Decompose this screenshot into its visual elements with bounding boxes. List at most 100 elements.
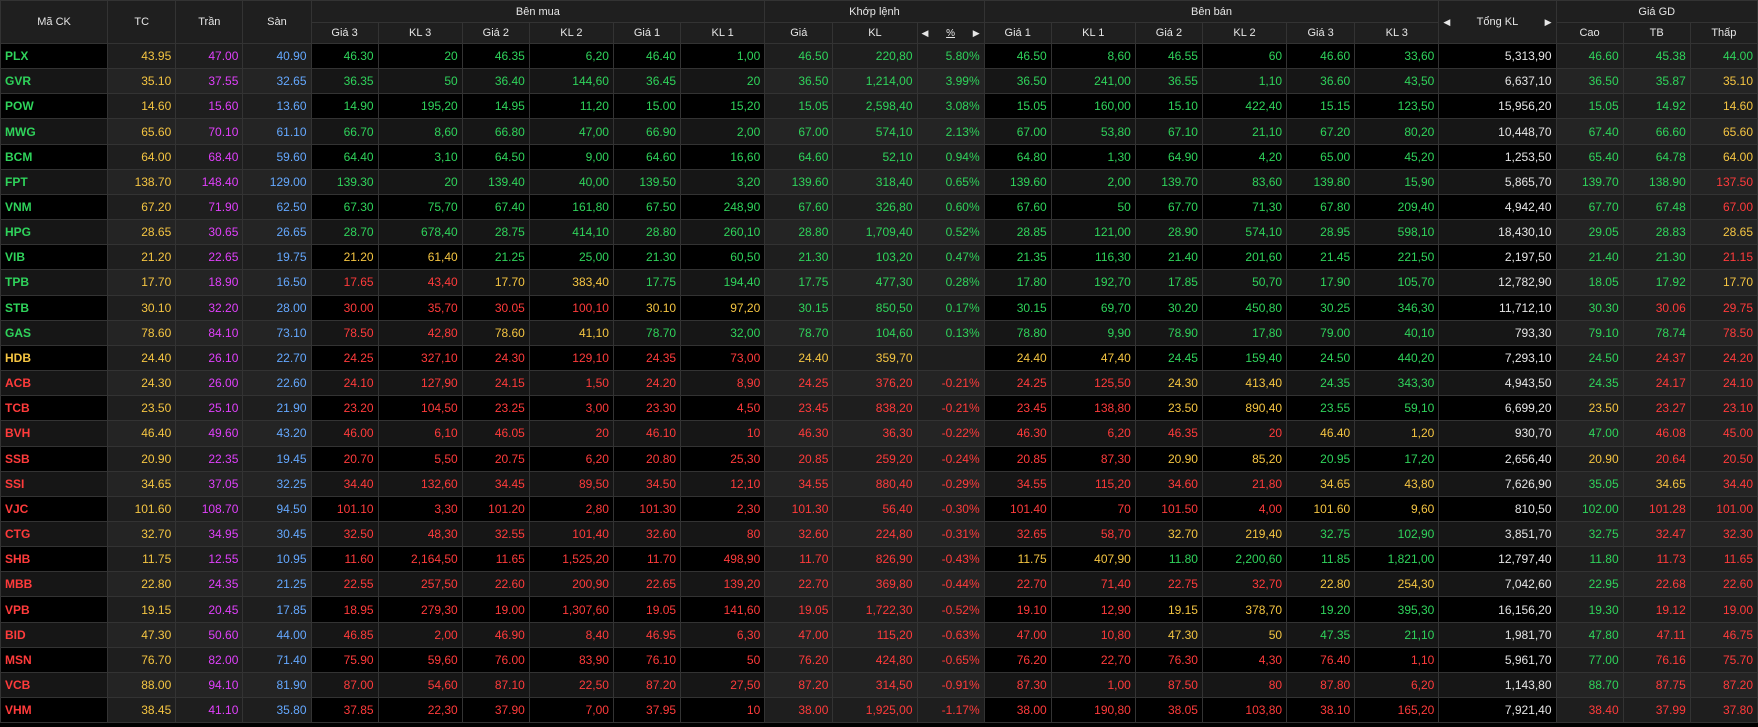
total-vol-cell: 4,942,40 [1438,193,1557,221]
col-sell-2[interactable]: Giá 2 [1134,22,1203,44]
col-ref[interactable]: TC [107,0,177,44]
buy-price-3-cell: 36.35 [310,68,379,95]
symbol-cell[interactable]: PLX [0,42,109,70]
symbol-cell[interactable]: VPB [0,596,109,623]
symbol-cell[interactable]: POW [0,93,109,120]
table-row[interactable]: BCM 64.00 68.40 59.60 64.40 3,10 64.50 9,00 64.6… [0,143,1758,170]
col-buy-3[interactable]: KL 2 [528,22,614,44]
table-row[interactable]: MSN 76.70 82.00 71.40 75.90 59,60 76.00 83,90 76… [0,646,1758,673]
symbol-cell[interactable]: VIB [0,244,109,271]
symbol-cell[interactable]: MWG [0,118,109,145]
high-price-cell: 24.35 [1555,370,1624,397]
col-sell-3[interactable]: KL 2 [1201,22,1288,44]
symbol-cell[interactable]: GAS [0,319,109,346]
table-row[interactable]: PLX 43.95 47.00 40.90 46.30 20 46.35 6,20 46.40 1… [0,42,1758,70]
buy-price-1-cell: 46.10 [612,420,682,447]
table-row[interactable]: ACB 24.30 26.00 22.60 24.10 127,90 24.15 1,50 24… [0,370,1758,397]
group-match: Khớp lệnh [764,0,985,23]
sort-icon[interactable]: % [946,27,956,39]
table-row[interactable]: GVR 35.10 37.55 32.65 36.35 50 36.40 144,60 36.4… [0,68,1758,95]
table-row[interactable]: TCB 23.50 25.10 21.90 23.20 104,50 23.25 3,00 23… [0,395,1758,422]
symbol-cell[interactable]: ACB [0,370,109,397]
avg-price-cell: 24.17 [1622,370,1691,397]
symbol-cell[interactable]: VHM [0,697,109,724]
col-sell-0[interactable]: Giá 1 [983,22,1052,44]
symbol-cell[interactable]: SSI [0,470,109,497]
col-total[interactable]: ◀ Tổng KL ▶ [1438,0,1557,44]
symbol-cell[interactable]: HDB [0,344,109,372]
sell-vol-1-cell: 50 [1050,193,1136,221]
buy-vol-1-cell: 2,30 [680,495,766,522]
ref-price-cell: 24.30 [107,370,177,397]
table-row[interactable]: VJC 101.60 108.70 94.50 101.10 3,30 101.20 2,80… [0,495,1758,522]
buy-price-2-cell: 67.40 [461,193,530,221]
col-sell-4[interactable]: Giá 3 [1286,22,1356,44]
col-buy-4[interactable]: Giá 1 [612,22,682,44]
table-row[interactable]: VPB 19.15 20.45 17.85 18.95 279,30 19.00 1,307,… [0,596,1758,623]
col-buy-0[interactable]: Giá 3 [310,22,379,44]
chevron-left-icon[interactable]: ◀ [1443,16,1451,27]
symbol-cell[interactable]: VJC [0,495,109,522]
col-symbol[interactable]: Mã CK [0,0,109,44]
table-row[interactable]: VHM 38.45 41.10 35.80 37.85 22,30 37.90 7,00 37.… [0,697,1758,724]
col-sell-5[interactable]: KL 3 [1354,22,1440,44]
table-row[interactable]: CTG 32.70 34.95 30.45 32.50 48,30 32.55 101,40 3… [0,520,1758,548]
col-floor[interactable]: Sàn [242,0,312,44]
symbol-cell[interactable]: CTG [0,520,109,548]
col-buy-5[interactable]: KL 1 [680,22,766,44]
table-row[interactable]: SSI 34.65 37.05 32.25 34.40 132,60 34.45 89,50 3… [0,470,1758,497]
table-row[interactable]: VCB 88.00 94.10 81.90 87.00 54,60 87.10 22,50 87… [0,671,1758,699]
symbol-cell[interactable]: TCB [0,395,109,422]
sell-vol-3-cell: 43,50 [1354,68,1440,95]
sell-price-1-cell: 17.80 [983,269,1052,296]
table-row[interactable]: MWG 65.60 70.10 61.10 66.70 8,60 66.80 47,00 66.… [0,118,1758,145]
table-row[interactable]: GAS 78.60 84.10 73.10 78.50 42,80 78.60 41,10 78… [0,319,1758,346]
table-row[interactable]: HDB 24.40 26.10 22.70 24.25 327,10 24.30 129,10… [0,344,1758,372]
table-row[interactable]: TPB 17.70 18.90 16.50 17.65 43,40 17.70 383,40 1… [0,269,1758,296]
col-match-price[interactable]: Giá [764,22,834,44]
symbol-cell[interactable]: VNM [0,193,109,221]
table-row[interactable]: BVH 46.40 49.60 43.20 46.00 6,10 46.05 20 46.10 1… [0,420,1758,447]
symbol-cell[interactable]: STB [0,294,109,321]
symbol-cell[interactable]: BCM [0,143,109,170]
table-row[interactable]: BID 47.30 50.60 44.00 46.85 2,00 46.90 8,40 46.9… [0,621,1758,648]
table-row[interactable]: SHB 11.75 12.55 10.95 11.60 2,164,50 11.65 1,52… [0,546,1758,573]
table-row[interactable]: SSB 20.90 22.35 19.45 20.70 5,50 20.75 6,20 20.8… [0,445,1758,472]
table-row[interactable]: VNM 67.20 71.90 62.50 67.30 75,70 67.40 161,80 6… [0,193,1758,221]
symbol-cell[interactable]: HPG [0,219,109,246]
symbol-cell[interactable]: TPB [0,269,109,296]
col-range-0[interactable]: Cao [1555,22,1624,44]
ceil-price-cell: 34.95 [175,520,244,548]
symbol-cell[interactable]: SSB [0,445,109,472]
symbol-cell[interactable]: MSN [0,646,109,673]
symbol-cell[interactable]: VCB [0,671,109,699]
table-row[interactable]: STB 30.10 32.20 28.00 30.00 35,70 30.05 100,10 3… [0,294,1758,321]
col-range-1[interactable]: TB [1622,22,1691,44]
col-buy-1[interactable]: KL 3 [377,22,463,44]
col-buy-2[interactable]: Giá 2 [461,22,530,44]
col-change-pct[interactable]: ◀% ▶ [916,22,985,44]
table-row[interactable]: POW 14.60 15.60 13.60 14.90 195,20 14.95 11,20 1… [0,93,1758,120]
symbol-cell[interactable]: SHB [0,546,109,573]
symbol-cell[interactable]: FPT [0,168,109,195]
chevron-left-icon[interactable]: ◀ [921,27,929,38]
table-row[interactable]: HPG 28.65 30.65 26.65 28.70 678,40 28.75 414,10… [0,219,1758,246]
col-match-vol[interactable]: KL [832,22,918,44]
chevron-right-icon[interactable]: ▶ [972,27,980,38]
table-row[interactable]: MBB 22.80 24.35 21.25 22.55 257,50 22.60 200,90… [0,571,1758,598]
avg-price-cell: 101.28 [1622,495,1691,522]
match-price-cell: 23.45 [764,395,834,422]
table-row[interactable]: FPT 138.70 148.40 129.00 139.30 20 139.40 40,00… [0,168,1758,195]
col-ceil[interactable]: Trần [175,0,244,44]
symbol-cell[interactable]: BVH [0,420,109,447]
col-sell-1[interactable]: KL 1 [1050,22,1136,44]
sell-price-2-cell: 11.80 [1134,546,1203,573]
symbol-cell[interactable]: GVR [0,68,109,95]
symbol-cell[interactable]: MBB [0,571,109,598]
buy-price-3-cell: 78.50 [310,319,379,346]
symbol-cell[interactable]: BID [0,621,109,648]
table-row[interactable]: VIB 21.20 22.65 19.75 21.20 61,40 21.25 25,00 21… [0,244,1758,271]
chevron-right-icon[interactable]: ▶ [1544,16,1552,27]
floor-price-cell: 28.00 [242,294,312,321]
col-range-2[interactable]: Thấp [1689,22,1758,44]
